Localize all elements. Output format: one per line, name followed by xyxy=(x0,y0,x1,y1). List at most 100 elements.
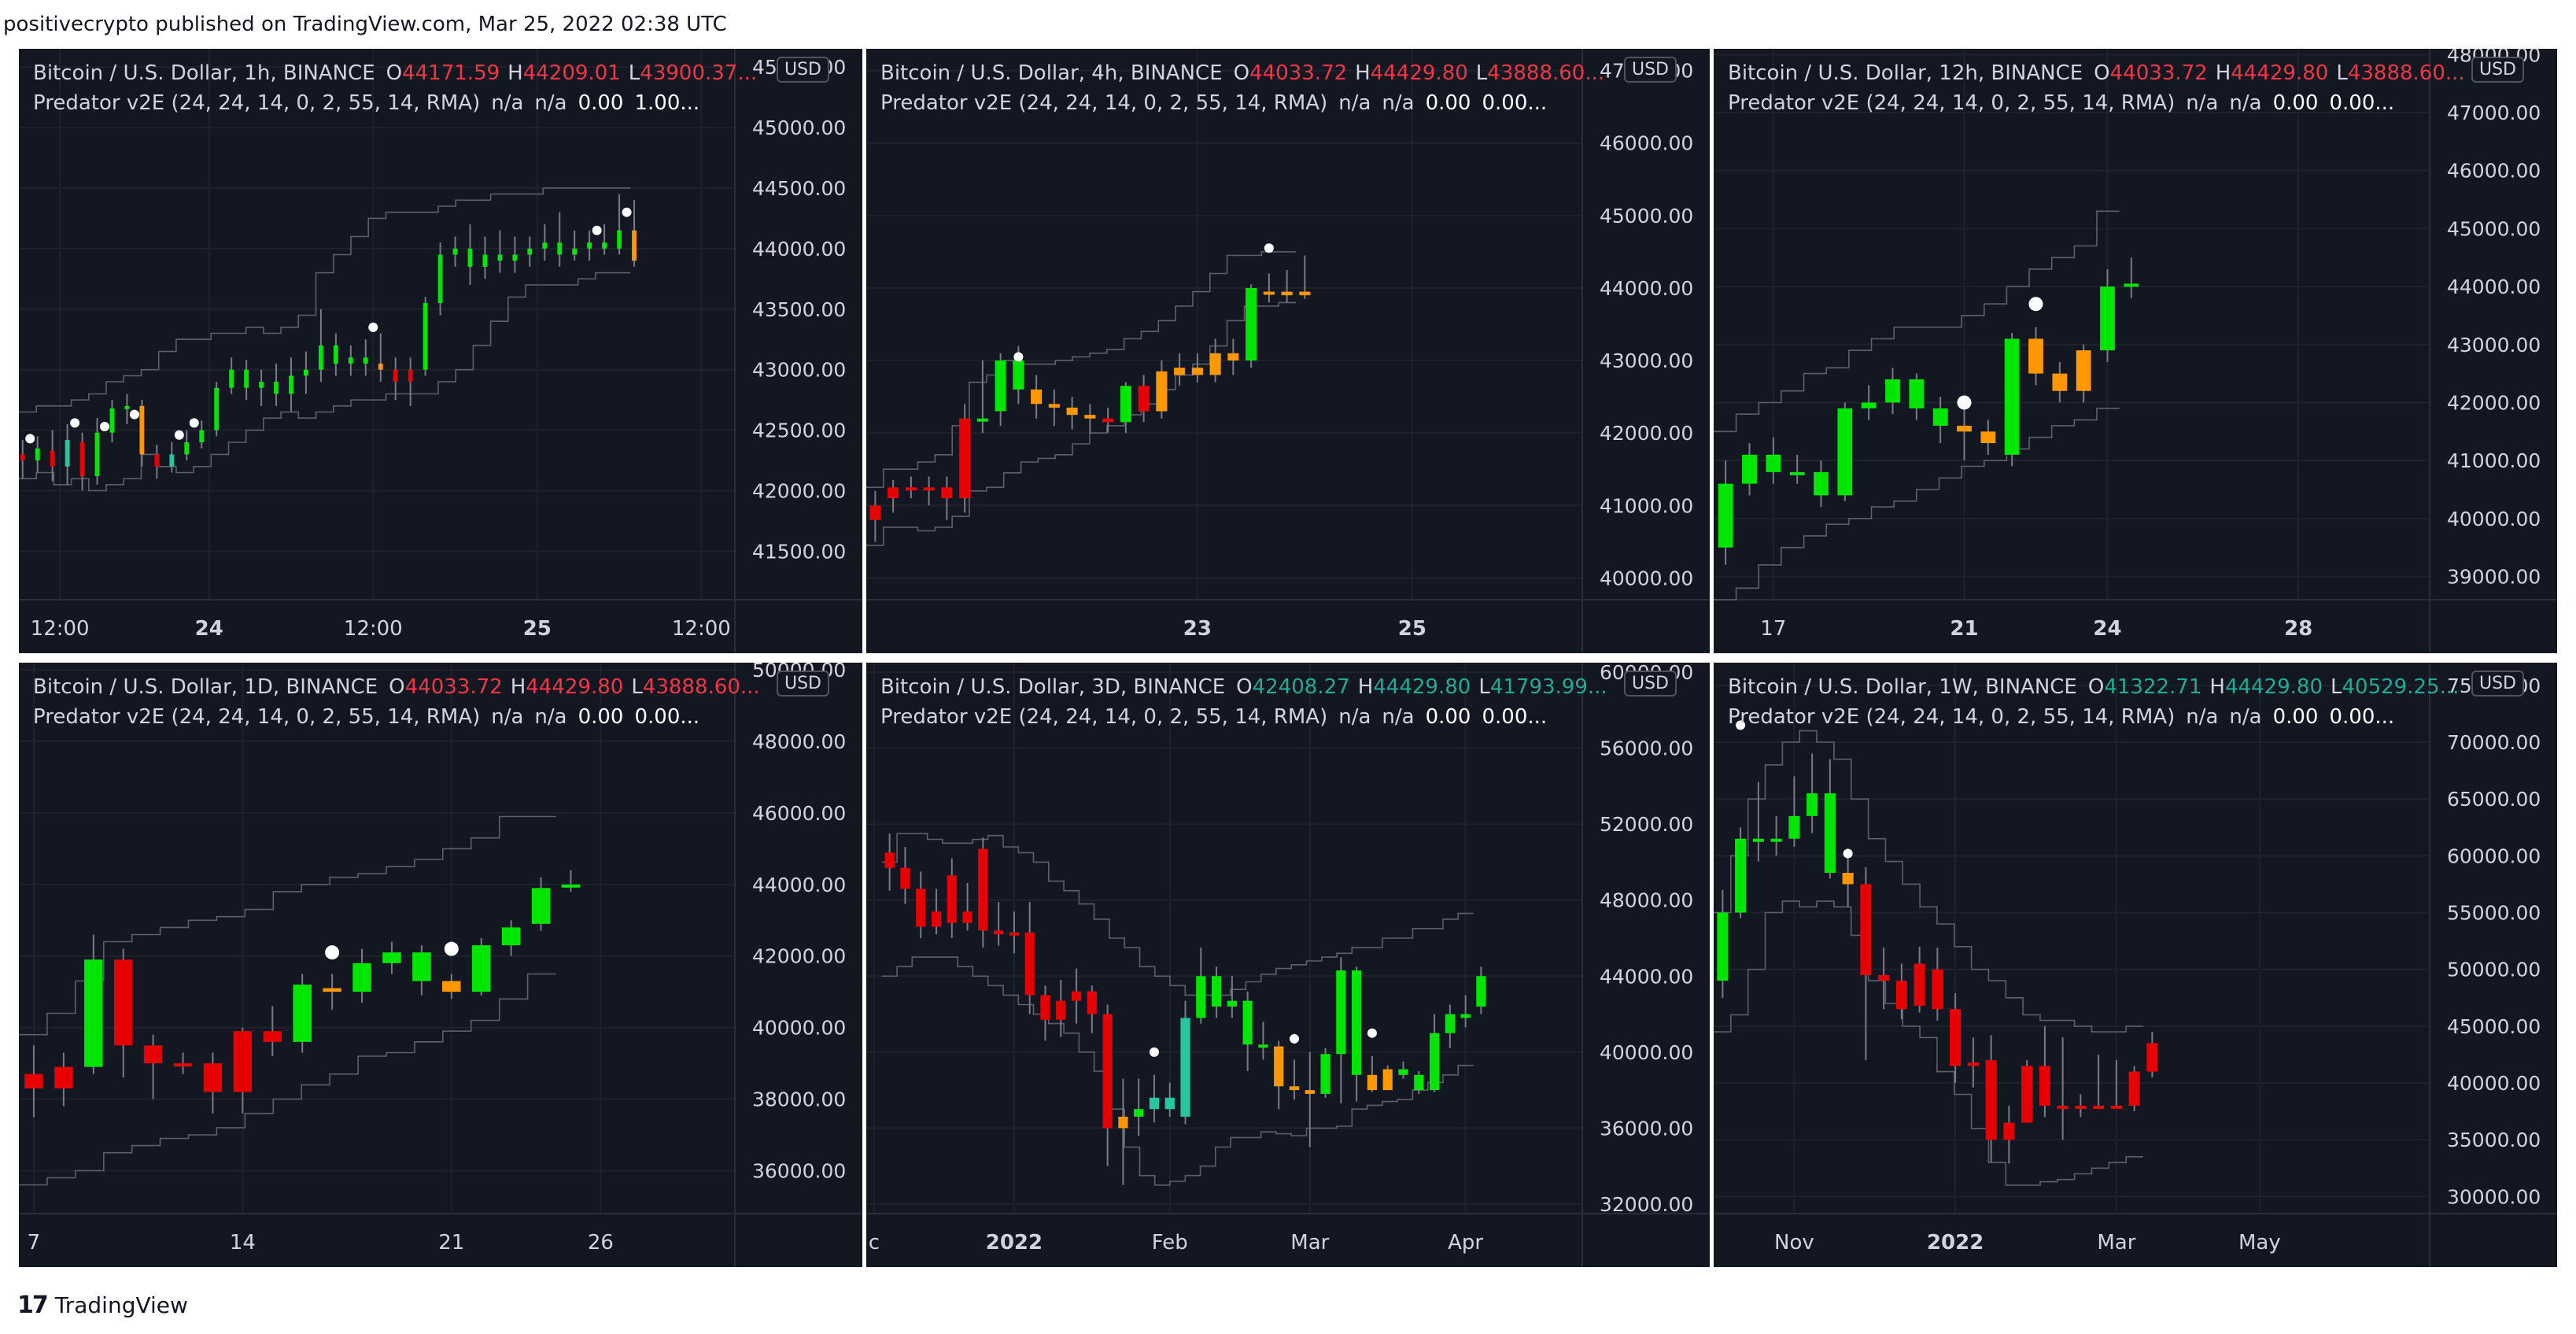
currency-badge[interactable]: USD xyxy=(2471,57,2524,83)
candle-body[interactable] xyxy=(363,357,368,364)
candle-body[interactable] xyxy=(512,254,518,261)
candle-body[interactable] xyxy=(1824,793,1836,874)
candle-body[interactable] xyxy=(109,408,115,433)
candle-body[interactable] xyxy=(1263,291,1275,295)
chart-svg-1w[interactable]: 75000.0070000.0065000.0060000.0055000.00… xyxy=(1714,663,2557,1267)
candle-body[interactable] xyxy=(531,888,551,924)
candle-body[interactable] xyxy=(113,959,133,1046)
candle-body[interactable] xyxy=(2100,286,2115,351)
candle-body[interactable] xyxy=(976,418,988,422)
candle-body[interactable] xyxy=(1885,379,1900,403)
candle-body[interactable] xyxy=(572,248,578,255)
candle-body[interactable] xyxy=(1382,1069,1393,1091)
chart-legend[interactable]: Bitcoin / U.S. Dollar, 12h, BINANCE O4403… xyxy=(1728,58,2465,118)
candle-body[interactable] xyxy=(2052,373,2068,391)
candle-body[interactable] xyxy=(1460,1014,1471,1018)
candle-body[interactable] xyxy=(1009,932,1020,936)
candle-body[interactable] xyxy=(259,382,264,388)
candle-body[interactable] xyxy=(2110,1105,2122,1109)
candle-body[interactable] xyxy=(497,254,503,261)
candle-body[interactable] xyxy=(962,911,972,923)
candle-body[interactable] xyxy=(2076,350,2091,391)
candle-body[interactable] xyxy=(2124,283,2139,287)
candle-body[interactable] xyxy=(2028,338,2043,374)
candle-body[interactable] xyxy=(1056,1000,1066,1020)
candle-body[interactable] xyxy=(1414,1074,1424,1091)
candle-body[interactable] xyxy=(916,889,926,927)
candle-body[interactable] xyxy=(1398,1069,1408,1075)
chart-panel-1w[interactable]: 75000.0070000.0065000.0060000.0055000.00… xyxy=(1714,663,2557,1267)
candle-body[interactable] xyxy=(333,345,338,364)
candle-body[interactable] xyxy=(352,963,371,992)
candle-body[interactable] xyxy=(1209,353,1221,375)
candle-body[interactable] xyxy=(2128,1071,2140,1106)
candle-body[interactable] xyxy=(1476,976,1486,1007)
candle-body[interactable] xyxy=(1024,932,1035,996)
candle-body[interactable] xyxy=(1752,838,1764,842)
candle-body[interactable] xyxy=(289,375,293,394)
candle-body[interactable] xyxy=(617,230,622,249)
candle-body[interactable] xyxy=(20,454,25,461)
candle-body[interactable] xyxy=(1289,1086,1300,1091)
candle-body[interactable] xyxy=(1932,969,1943,1010)
candle-body[interactable] xyxy=(1281,291,1293,296)
candle-body[interactable] xyxy=(452,248,458,255)
candle-body[interactable] xyxy=(1246,287,1257,361)
chart-panel-1h[interactable]: 45500.0045000.0044500.0044000.0043500.00… xyxy=(19,49,862,653)
candle-body[interactable] xyxy=(557,242,563,255)
candle-body[interactable] xyxy=(393,369,398,382)
candle-body[interactable] xyxy=(1118,1116,1128,1129)
currency-badge[interactable]: USD xyxy=(776,57,829,83)
candle-body[interactable] xyxy=(1985,1060,1997,1140)
candle-body[interactable] xyxy=(2003,1122,2015,1140)
candle-body[interactable] xyxy=(1180,1018,1190,1117)
candle-body[interactable] xyxy=(1227,1000,1238,1007)
candle-body[interactable] xyxy=(1191,368,1203,375)
candle-body[interactable] xyxy=(1860,884,1872,975)
candle-body[interactable] xyxy=(323,988,341,992)
candle-body[interactable] xyxy=(1717,912,1729,981)
chart-legend[interactable]: Bitcoin / U.S. Dollar, 1h, BINANCE O44171… xyxy=(33,58,757,118)
candle-body[interactable] xyxy=(1084,415,1096,419)
candle-body[interactable] xyxy=(1040,995,1050,1020)
candle-body[interactable] xyxy=(124,405,130,409)
candle-body[interactable] xyxy=(1735,838,1747,913)
currency-badge[interactable]: USD xyxy=(776,671,829,697)
candle-body[interactable] xyxy=(527,248,533,255)
candle-body[interactable] xyxy=(1013,360,1024,390)
candle-body[interactable] xyxy=(408,369,413,382)
candle-body[interactable] xyxy=(214,387,220,431)
candle-body[interactable] xyxy=(1967,1062,1979,1066)
currency-badge[interactable]: USD xyxy=(1623,57,1677,83)
candle-body[interactable] xyxy=(2146,1043,2158,1072)
candle-body[interactable] xyxy=(263,1031,282,1042)
candle-body[interactable] xyxy=(587,242,592,249)
candle-body[interactable] xyxy=(2039,1066,2050,1106)
candle-body[interactable] xyxy=(50,450,55,467)
candle-body[interactable] xyxy=(1102,418,1114,423)
candle-body[interactable] xyxy=(274,382,279,394)
candle-body[interactable] xyxy=(884,852,895,868)
chart-panel-3d[interactable]: 60000.0056000.0052000.0048000.0044000.00… xyxy=(866,663,1710,1267)
candle-body[interactable] xyxy=(869,505,881,520)
candle-body[interactable] xyxy=(1895,981,1907,1010)
candle-body[interactable] xyxy=(1842,873,1854,885)
candle-body[interactable] xyxy=(1789,471,1805,475)
candle-body[interactable] xyxy=(1071,991,1082,1001)
candle-body[interactable] xyxy=(888,487,899,499)
candle-body[interactable] xyxy=(423,303,428,370)
candle-body[interactable] xyxy=(203,1063,223,1092)
chart-panel-1d[interactable]: 50000.0048000.0046000.0044000.0042000.00… xyxy=(19,663,862,1267)
candle-body[interactable] xyxy=(1861,402,1877,408)
candle-body[interactable] xyxy=(304,369,308,376)
candle-body[interactable] xyxy=(1814,471,1829,496)
candle-body[interactable] xyxy=(501,927,521,946)
candle-body[interactable] xyxy=(154,454,160,467)
candle-body[interactable] xyxy=(1909,379,1925,408)
chart-svg-1h[interactable]: 45500.0045000.0044500.0044000.0043500.00… xyxy=(19,49,862,653)
candle-body[interactable] xyxy=(1274,1046,1284,1087)
candle-body[interactable] xyxy=(542,242,548,249)
currency-badge[interactable]: USD xyxy=(2471,671,2524,697)
candle-body[interactable] xyxy=(1932,408,1948,426)
candle-body[interactable] xyxy=(1352,970,1362,1075)
